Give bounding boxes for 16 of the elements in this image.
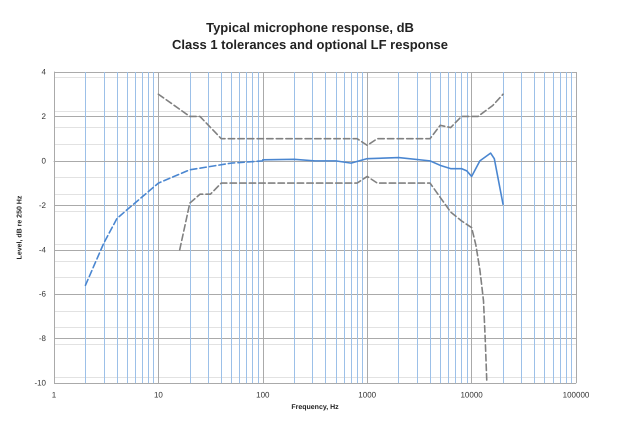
x-tick-label: 100000 [562, 390, 590, 400]
x-tick-label: 1000 [358, 390, 377, 400]
y-tick-label: 2 [42, 112, 47, 121]
y-tick-label: -2 [38, 200, 47, 210]
x-tick-label: 10000 [460, 390, 484, 400]
y-tick-label: -4 [38, 245, 47, 254]
y-tick-label: -10 [34, 378, 47, 388]
y-tick-label: -8 [38, 334, 47, 344]
chart-title: Typical microphone response, dB [206, 20, 414, 35]
x-tick-label: 10 [154, 390, 164, 400]
chart-subtitle: Class 1 tolerances and optional LF response [172, 37, 448, 52]
y-tick-label: 0 [42, 156, 47, 166]
x-tick-label: 100 [256, 390, 270, 400]
y-tick-label: 4 [42, 68, 47, 76]
y-tick-label: -6 [38, 290, 47, 299]
x-tick-label: 1 [52, 390, 57, 400]
